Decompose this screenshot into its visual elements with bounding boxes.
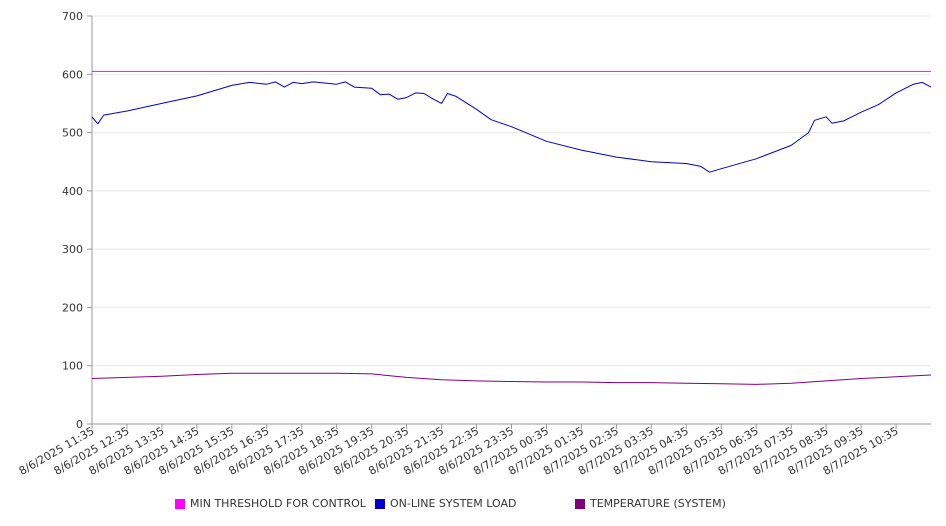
legend-label-threshold: MIN THRESHOLD FOR CONTROL bbox=[190, 497, 366, 510]
legend-label-system-load: ON-LINE SYSTEM LOAD bbox=[390, 497, 517, 510]
legend-item-temperature[interactable]: TEMPERATURE (SYSTEM) bbox=[575, 497, 726, 510]
legend-swatch-threshold bbox=[175, 498, 185, 509]
y-tick-label: 500 bbox=[62, 127, 83, 140]
legend-item-system-load[interactable]: ON-LINE SYSTEM LOAD bbox=[375, 497, 516, 510]
y-tick-label: 700 bbox=[62, 10, 83, 23]
series-line-1[interactable] bbox=[91, 81, 932, 173]
legend-swatch-temperature bbox=[575, 498, 585, 509]
legend-item-threshold[interactable]: MIN THRESHOLD FOR CONTROL bbox=[175, 497, 366, 510]
series-lines bbox=[91, 70, 932, 385]
grid-lines bbox=[92, 15, 931, 367]
y-axis-ticks: 0 100 200 300 400 500 600 700 bbox=[62, 10, 92, 431]
y-tick-label: 400 bbox=[62, 185, 83, 198]
legend: MIN THRESHOLD FOR CONTROL ON-LINE SYSTEM… bbox=[0, 497, 946, 515]
y-tick-label: 0 bbox=[76, 418, 83, 431]
series-line-2[interactable] bbox=[91, 372, 932, 385]
legend-label-temperature: TEMPERATURE (SYSTEM) bbox=[590, 497, 726, 510]
y-tick-label: 300 bbox=[62, 243, 83, 256]
x-axis-ticks: 8/6/2025 11:358/6/2025 12:358/6/2025 13:… bbox=[17, 424, 901, 478]
y-tick-label: 200 bbox=[62, 301, 83, 314]
legend-swatch-system-load bbox=[375, 498, 385, 509]
y-tick-label: 600 bbox=[62, 68, 83, 81]
axes bbox=[91, 16, 931, 425]
y-tick-label: 100 bbox=[62, 360, 83, 373]
